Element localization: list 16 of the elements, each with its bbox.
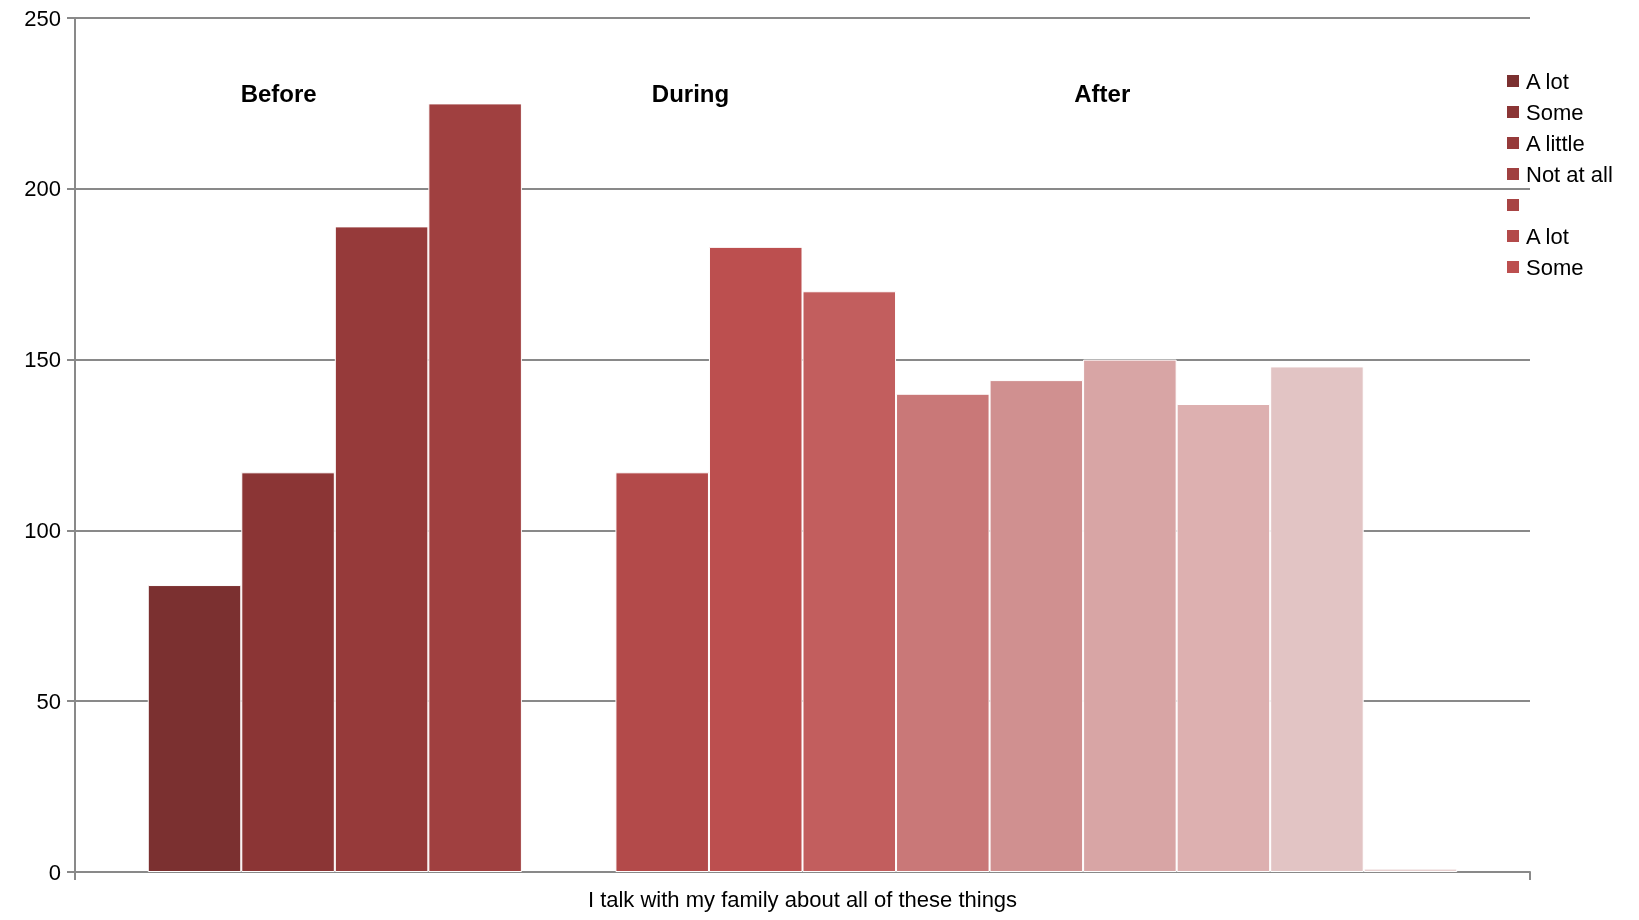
y-tick-label: 200 <box>24 176 61 202</box>
y-tick-label: 250 <box>24 5 61 31</box>
annotation: During <box>651 79 730 107</box>
legend-label: A little <box>1526 130 1585 156</box>
legend-label: Not at all <box>1526 161 1613 187</box>
annotation: Before <box>240 79 317 107</box>
legend-label: A lot <box>1526 223 1569 249</box>
legend-label: A lot <box>1526 68 1569 94</box>
x-tick-label: I talk with my family about all of these things <box>587 886 1018 912</box>
annotation: After <box>1074 79 1131 107</box>
y-tick-label: 0 <box>48 859 61 885</box>
y-tick-label: 150 <box>24 347 61 373</box>
y-tick-label: 100 <box>24 517 61 543</box>
legend-label: Some <box>1526 99 1584 125</box>
y-tick-label: 50 <box>36 688 61 714</box>
legend-label: Some <box>1526 254 1584 280</box>
